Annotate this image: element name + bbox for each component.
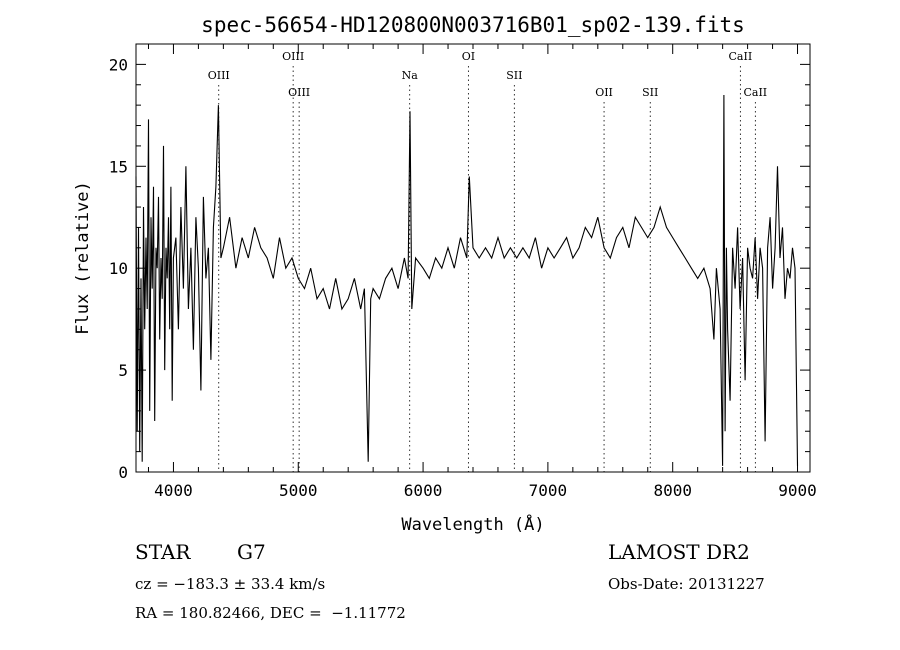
line-marker-label: Na <box>402 69 419 82</box>
chart-title: spec-56654-HD120800N003716B01_sp02-139.f… <box>201 13 745 37</box>
observation-date: Obs-Date: 20131227 <box>608 575 765 593</box>
line-marker-label: SII <box>506 69 522 82</box>
object-subclass: G7 <box>237 540 266 564</box>
y-tick-label: 15 <box>109 157 128 176</box>
x-tick-label: 9000 <box>778 481 817 500</box>
line-marker-label: OI <box>462 50 475 63</box>
x-tick-label: 7000 <box>529 481 568 500</box>
line-marker-label: SII <box>642 86 658 99</box>
y-axis-label: Flux (relative) <box>73 181 93 335</box>
line-marker-label: CaII <box>743 86 767 99</box>
y-tick-label: 0 <box>118 463 128 482</box>
ra-dec-coordinates: RA = 180.82466, DEC = −1.11772 <box>135 604 406 622</box>
y-tick-label: 20 <box>109 55 128 74</box>
redshift-velocity: cz = −183.3 ± 33.4 km/s <box>135 575 326 593</box>
y-tick-label: 10 <box>109 259 128 278</box>
line-marker-label: OII <box>595 86 613 99</box>
x-tick-label: 6000 <box>404 481 443 500</box>
x-tick-label: 8000 <box>653 481 692 500</box>
object-class: STAR <box>135 540 191 564</box>
y-tick-label: 5 <box>118 361 128 380</box>
survey-name: LAMOST DR2 <box>608 540 750 564</box>
line-marker-label: CaII <box>729 50 753 63</box>
line-marker-label: OIII <box>282 50 304 63</box>
spectrum-line <box>135 94 799 466</box>
x-tick-label: 5000 <box>279 481 318 500</box>
line-marker-label: OIII <box>288 86 310 99</box>
plot-frame <box>135 43 811 473</box>
axis-ticks: 4000 5000 6000 7000 8000 9000 0 5 10 15 20 <box>109 43 817 500</box>
x-axis-label: Wavelength (Å) <box>401 513 544 535</box>
line-annotations: OIII OIII OIII Na OI SII OII SII CaII CaII <box>208 50 767 472</box>
x-tick-label: 4000 <box>154 481 193 500</box>
line-marker-label: OIII <box>208 69 230 82</box>
